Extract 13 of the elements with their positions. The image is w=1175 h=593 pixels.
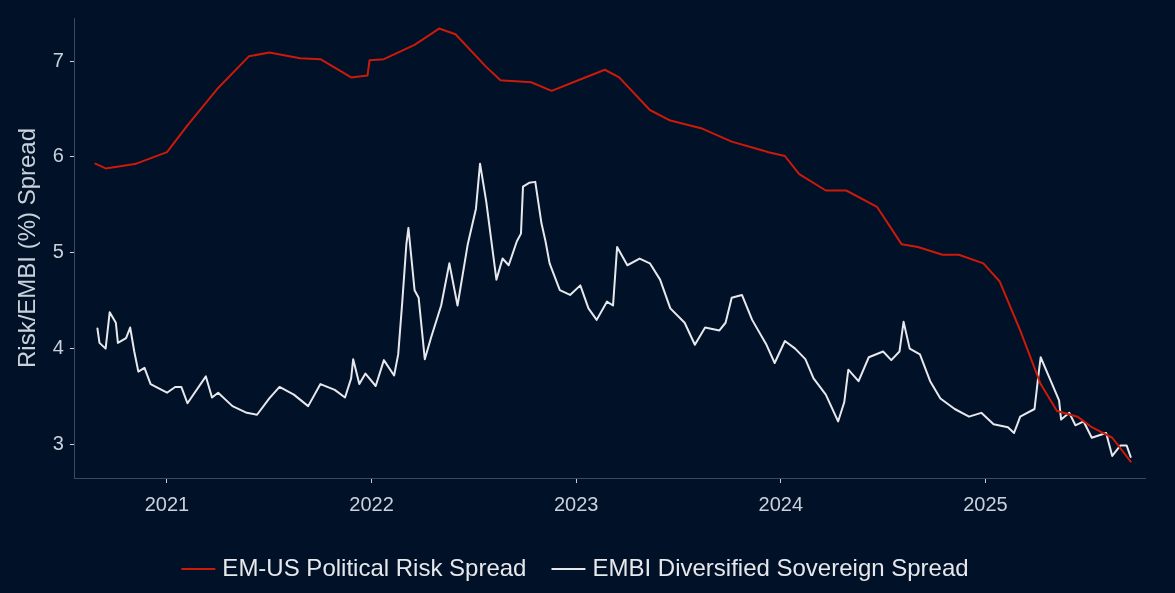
legend-label: EM-US Political Risk Spread	[222, 553, 527, 581]
y-axis-title: Risk/EMBI (%) Spread	[13, 127, 41, 369]
legend-label: EMBI Diversified Sovereign Spread	[592, 553, 969, 581]
x-tick-label: 2024	[758, 492, 804, 515]
y-tick-label: 7	[52, 48, 64, 71]
y-tick-label: 3	[52, 431, 64, 454]
x-tick-label: 2021	[144, 492, 190, 515]
y-tick-label: 5	[52, 240, 64, 263]
x-tick-label: 2023	[553, 492, 599, 515]
x-tick-label: 2025	[963, 492, 1008, 515]
y-tick-label: 4	[52, 336, 64, 359]
y-tick-label: 6	[52, 144, 64, 167]
x-tick-label: 2022	[349, 492, 394, 515]
